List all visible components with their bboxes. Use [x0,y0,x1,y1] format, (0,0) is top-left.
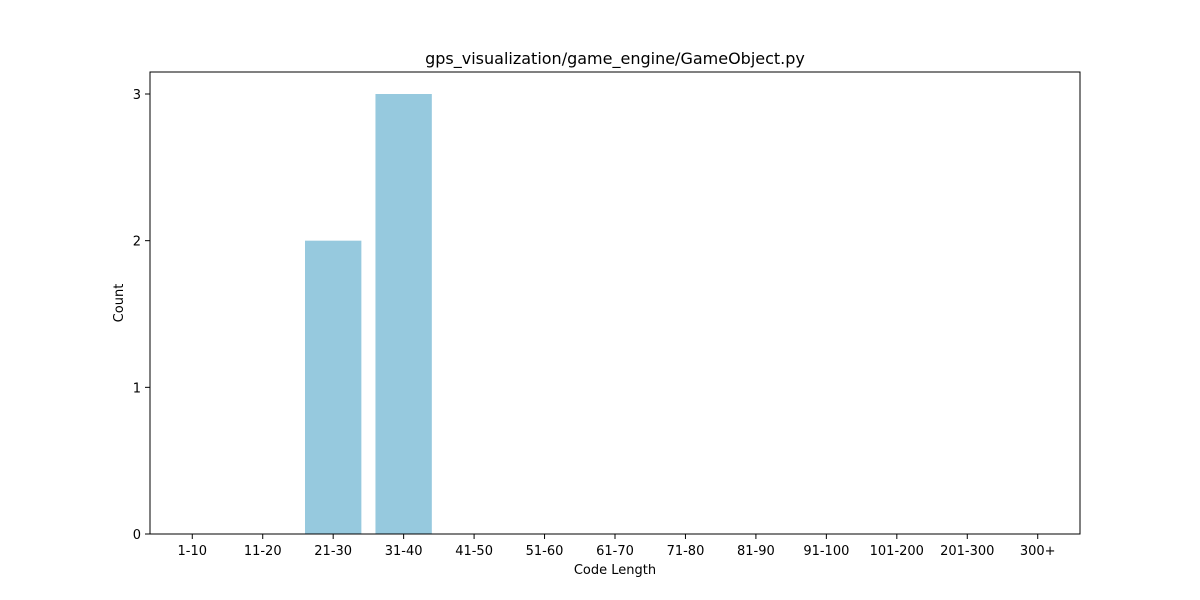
y-tick-label: 3 [133,88,141,103]
plot-frame [149,71,1081,535]
x-tick-label: 300+ [1020,544,1056,559]
x-tick-label: 91-100 [803,544,849,559]
x-tick-label: 201-300 [940,544,994,559]
x-tick-label: 81-90 [737,544,775,559]
x-tick-label: 41-50 [455,544,493,559]
bar-21-30 [305,240,362,534]
bar-31-40 [375,94,432,534]
x-tick-label: 11-20 [244,544,282,559]
x-tick-label: 1-10 [178,544,208,559]
x-axis-label: Code Length [574,563,656,578]
y-tick-label: 1 [133,381,141,396]
y-axis-label: Count [112,284,127,323]
y-ticks-layer: 0 1 2 3 [133,88,150,543]
x-tick-label: 51-60 [526,544,564,559]
x-tick-label: 71-80 [667,544,705,559]
x-ticks-layer: 1-10 11-20 21-30 31-40 41-50 51-60 61-70 71-80 8… [178,534,1056,559]
chart-title: gps_visualization/game_engine/GameObject… [425,49,805,69]
y-tick-label: 0 [133,528,141,543]
x-tick-label: 61-70 [596,544,634,559]
x-tick-label: 31-40 [385,544,423,559]
x-tick-label: 21-30 [314,544,352,559]
bars-layer [305,94,432,534]
x-tick-label: 101-200 [870,544,924,559]
y-tick-label: 2 [133,235,141,250]
